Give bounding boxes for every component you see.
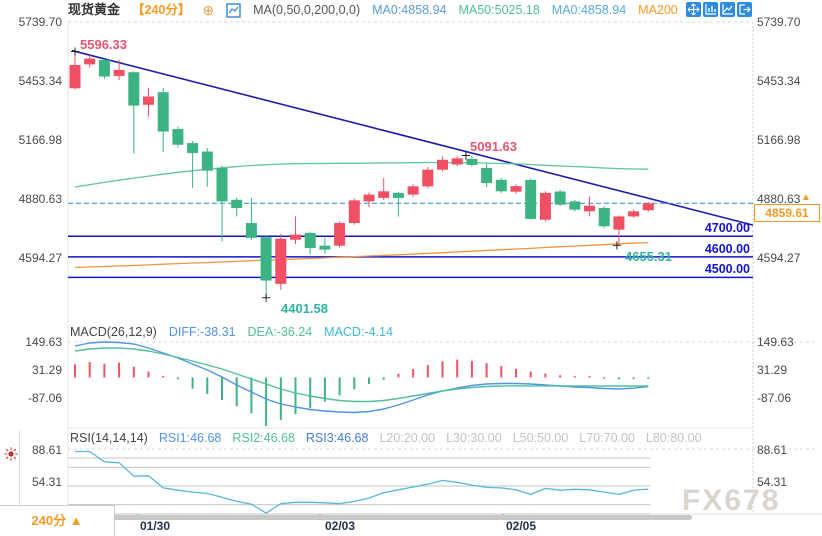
price-axis-label: 5739.70 [757, 15, 801, 29]
timeframe-label[interactable]: 【240分】 [132, 3, 191, 17]
line-chart-tool-icon[interactable] [720, 2, 735, 17]
candles-layer [69, 51, 654, 298]
markers-layer [71, 47, 621, 302]
rsi1-value: RSI1:46.68 [158, 431, 222, 445]
price-axis-label: 4880.63 [18, 192, 62, 206]
ma0-value-2: MA0:4858.94 [551, 3, 627, 17]
mini-chart-icon [226, 2, 241, 18]
pan-tool-icon[interactable] [686, 2, 701, 17]
rsi-formula: RSI(14,14,14) [70, 431, 148, 445]
instrument-title: 现货黄金 [68, 2, 121, 17]
ma200-label: MA200 [638, 3, 678, 17]
rsi-guide-l30: L30:30.00 [446, 431, 502, 445]
swing-low-annotation: 4655.31 [625, 249, 672, 264]
price-axis-label: 5166.98 [18, 133, 62, 147]
ma-formula: MA(0,50,0,200,0,0) [253, 3, 361, 17]
swing-low-annotation: 4401.58 [281, 301, 328, 316]
rsi-layer [75, 450, 649, 514]
ma50-value: MA50:5025.18 [458, 3, 540, 17]
left-gutter-divider [19, 430, 20, 505]
macd-hist-value: MACD:-4.14 [324, 325, 393, 339]
macd-axis-label: 31.29 [757, 363, 788, 377]
horizontal-scrollbar[interactable] [68, 515, 692, 520]
ma0-value: MA0:4858.94 [372, 3, 447, 17]
macd-axis-label: 149.63 [25, 335, 62, 349]
rsi-guide-l70: L70:70.00 [579, 431, 635, 445]
chart-header: 现货黄金 【240分】 ⊕ MA(0,50,0,200,0,0) MA0:485… [68, 2, 678, 18]
rsi2-value: RSI2:46.68 [232, 431, 295, 445]
price-axis-label: 5453.34 [757, 74, 801, 88]
macd-axis-label: -87.06 [757, 391, 792, 405]
price-axis-label: 4880.63 [757, 192, 801, 206]
swing-high-annotation: 5091.63 [470, 139, 517, 154]
add-indicator-icon[interactable]: ⊕ [202, 2, 215, 18]
rsi-axis-label: 88.61 [757, 443, 788, 457]
ma-layer [74, 161, 649, 269]
period-selector[interactable]: 240分 ▲ [0, 505, 115, 536]
exit-fullscreen-icon[interactable] [737, 2, 752, 17]
price-up-arrow-icon: ▲ [801, 192, 811, 203]
time-axis-label: 01/30 [140, 519, 171, 533]
macd-dea-value: DEA:-36.24 [247, 325, 313, 339]
rsi-axis-label: 54.31 [31, 475, 62, 489]
hot-indicator-icon[interactable] [3, 446, 19, 467]
price-axis-label: 5166.98 [757, 133, 801, 147]
price-axis-label: 5739.70 [18, 15, 62, 29]
macd-formula: MACD(26,12,9) [70, 325, 157, 339]
levels-layer [68, 49, 754, 279]
rsi3-value: RSI3:46.68 [305, 431, 369, 445]
support-level-label: 4500.00 [704, 262, 750, 276]
rsi-guide-l80: L80:80.00 [645, 431, 702, 445]
price-axis-label: 4594.27 [18, 251, 62, 265]
macd-axis-label: -87.06 [27, 391, 62, 405]
fx678-watermark: FX678 [682, 484, 781, 517]
time-axis-label: 02/05 [506, 519, 537, 533]
rsi-header: RSI(14,14,14) RSI1:46.68 RSI2:46.68 RSI3… [70, 430, 702, 446]
macd-axis-label: 31.29 [31, 363, 62, 377]
macd-header: MACD(26,12,9) DIFF:-38.31 DEA:-36.24 MAC… [70, 324, 393, 340]
grid-layer [0, 21, 822, 518]
macd-diff-value: DIFF:-38.31 [168, 325, 236, 339]
time-axis-label: 02/03 [325, 519, 356, 533]
support-level-label: 4600.00 [704, 242, 750, 256]
rsi-axis-label: 88.61 [31, 443, 62, 457]
support-level-label: 4700.00 [704, 221, 750, 235]
rsi-guide-l20: L20:20.00 [379, 431, 436, 445]
current-price-tag: 4859.61 [754, 204, 820, 222]
bar-chart-tool-icon[interactable] [703, 2, 718, 17]
rsi-guide-l50: L50:50.00 [512, 431, 569, 445]
chart-toolbar [686, 2, 752, 17]
rsi-axis-label: 54.31 [757, 475, 788, 489]
swing-high-annotation: 5596.33 [80, 37, 127, 52]
macd-layer [74, 341, 650, 426]
macd-axis-label: 149.63 [757, 335, 794, 349]
price-axis-label: 4594.27 [757, 251, 801, 265]
price-axis-label: 5453.34 [18, 74, 62, 88]
